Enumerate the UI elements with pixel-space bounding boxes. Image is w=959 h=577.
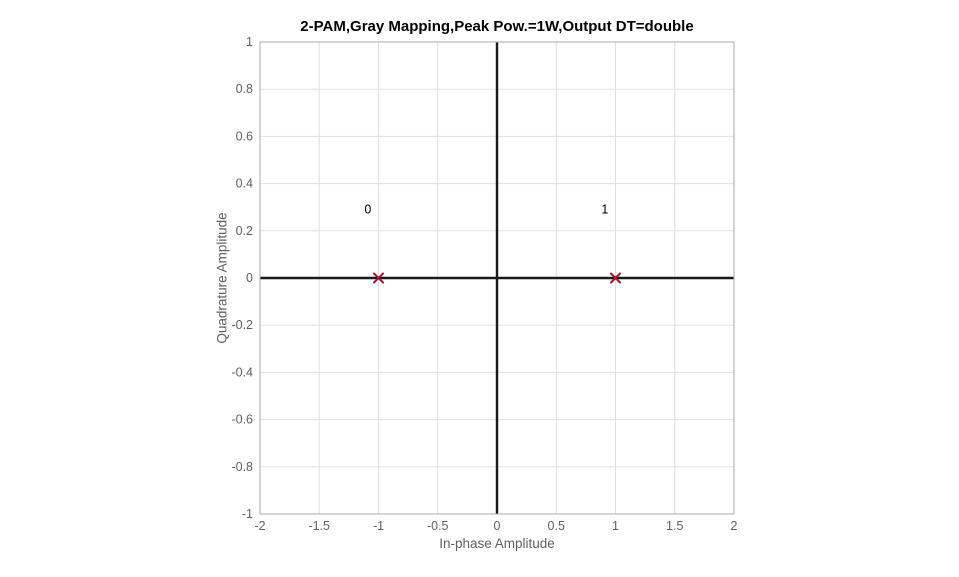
point-label: 1: [601, 203, 608, 217]
x-tick-label: 0: [494, 519, 501, 533]
y-tick-label: -0.4: [231, 365, 253, 379]
y-tick-label: -1: [242, 507, 253, 521]
axes-border: [259, 41, 735, 515]
y-tick-label: -0.8: [231, 460, 253, 474]
x-tick-label: -2: [254, 519, 265, 533]
y-tick-label: 0.4: [236, 177, 253, 191]
y-tick-label: 0.2: [236, 224, 253, 238]
x-tick-label: -1.5: [308, 519, 330, 533]
y-tick-label: -0.6: [231, 413, 253, 427]
x-tick-label: 1: [612, 519, 619, 533]
y-tick-label: -0.2: [231, 318, 253, 332]
point-label: 0: [364, 203, 371, 217]
y-tick-label: 0: [246, 271, 253, 285]
x-tick-label: 2: [731, 519, 738, 533]
constellation-marker: [610, 272, 621, 284]
x-axis-label: In-phase Amplitude: [439, 536, 555, 551]
x-tick-label: -0.5: [427, 519, 449, 533]
y-tick-label: 0.8: [236, 82, 253, 96]
x-tick-label: 1.5: [666, 519, 683, 533]
chart-title: 2-PAM,Gray Mapping,Peak Pow.=1W,Output D…: [300, 18, 694, 35]
x-tick-label: -1: [373, 519, 384, 533]
x-tick-label: 0.5: [548, 519, 565, 533]
constellation-marker: [373, 272, 384, 284]
y-tick-label: 0.6: [236, 129, 253, 143]
y-tick-label: 1: [246, 35, 253, 49]
